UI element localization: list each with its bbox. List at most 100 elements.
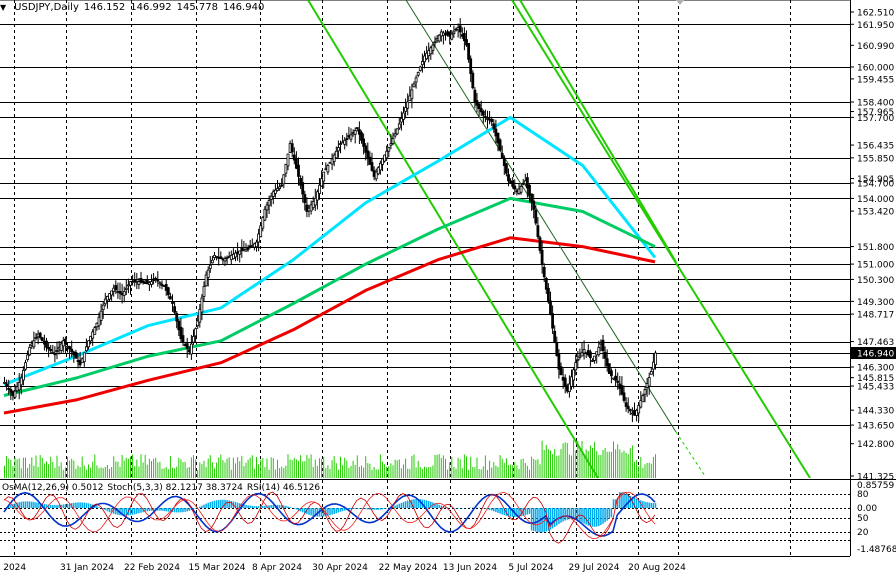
candle-body <box>370 162 374 171</box>
stoch-signal-line <box>3 491 656 544</box>
candle-body <box>154 277 158 280</box>
candle-body <box>500 152 504 159</box>
candle-body <box>223 258 227 262</box>
candle-body <box>645 383 649 388</box>
candle-body <box>534 209 538 224</box>
triangle-down-icon[interactable]: ▼ <box>0 3 7 12</box>
candle-body <box>99 310 103 321</box>
price-label: 155.850 <box>857 154 894 164</box>
candle-body <box>78 360 82 366</box>
candle-body <box>110 290 113 296</box>
scroll-marker-icon[interactable] <box>676 0 684 5</box>
candle-body <box>536 225 540 238</box>
price-label: 157.700 <box>857 114 894 124</box>
candle-body <box>160 283 164 286</box>
candle-body <box>334 150 338 159</box>
candle-body <box>171 301 174 304</box>
date-label: 20 Aug 2024 <box>628 563 686 573</box>
symbol-name: USDJPY,Daily <box>14 2 79 13</box>
candle-body <box>175 312 179 322</box>
candle-body <box>574 362 578 371</box>
candle-body <box>185 343 189 349</box>
candle-body <box>141 280 145 284</box>
candle-body <box>364 145 368 153</box>
channel-line <box>519 0 677 263</box>
candle-body <box>513 185 517 190</box>
candle-body <box>278 186 282 189</box>
price-label: 147.463 <box>857 338 894 348</box>
candle-body <box>469 58 473 74</box>
price-label: 160.000 <box>857 63 894 73</box>
open-price: 146.152 <box>83 2 126 13</box>
candle-body <box>292 154 296 161</box>
slow-ema-line <box>3 236 656 415</box>
trend-channels[interactable] <box>307 0 811 478</box>
candle-body <box>200 297 204 313</box>
candle-body <box>129 281 132 286</box>
candle-body <box>55 350 59 353</box>
candle-body <box>301 182 305 195</box>
candle-body <box>526 177 529 189</box>
candle-body <box>381 158 384 165</box>
candle-body <box>34 337 38 339</box>
candle-body <box>467 43 471 60</box>
candle-body <box>116 291 120 293</box>
candle-body <box>76 360 80 362</box>
candle-body <box>481 111 485 116</box>
candle-body <box>40 337 44 342</box>
candle-body <box>570 376 573 387</box>
candle-body <box>47 346 50 350</box>
candle-body <box>418 66 422 71</box>
candle-body <box>336 147 340 152</box>
candle-body <box>507 174 510 182</box>
candle-body <box>164 284 168 291</box>
candle-body <box>255 241 258 248</box>
candle-body <box>198 309 202 323</box>
candle-body <box>112 287 116 292</box>
candle-body <box>605 358 609 367</box>
candle-body <box>68 346 71 350</box>
candle-body <box>192 335 195 343</box>
candle-body <box>433 41 437 44</box>
candle-body <box>538 237 542 251</box>
candle-body <box>385 150 389 159</box>
candle-body <box>252 243 256 248</box>
indicator-panel <box>0 491 850 544</box>
indicator-axis-label: 0.85759 <box>857 481 894 491</box>
candle-body <box>158 282 162 285</box>
candle-body <box>393 133 397 137</box>
candle-body <box>21 369 25 381</box>
candle-body <box>652 361 655 370</box>
candle-body <box>215 256 219 258</box>
candle-body <box>120 292 124 296</box>
price-label: 157.965 <box>857 108 894 118</box>
date-label: 22 Feb 2024 <box>124 563 180 573</box>
candle-body <box>261 217 265 229</box>
candle-body <box>265 204 269 211</box>
candle-body <box>624 402 628 407</box>
candle-body <box>114 285 118 291</box>
candle-body <box>639 400 643 408</box>
close-price: 146.940 <box>222 2 265 13</box>
candle-body <box>217 257 221 259</box>
candle-body <box>610 370 613 377</box>
candle-body <box>374 171 378 180</box>
candle-body <box>635 409 638 416</box>
candle-body <box>66 345 69 348</box>
candle-body <box>5 383 8 387</box>
candle-body <box>17 381 21 391</box>
rsi-label: RSI(14) 46.5126 <box>246 483 321 493</box>
date-label: 9 Jan 2024 <box>0 563 26 573</box>
candle-body <box>397 123 401 129</box>
candle-body <box>429 47 433 55</box>
candle-body <box>290 143 294 153</box>
candle-body <box>641 395 645 403</box>
candle-body <box>339 143 342 146</box>
price-label: 153.420 <box>857 208 894 218</box>
candle-body <box>551 313 554 329</box>
candle-body <box>318 184 321 194</box>
candle-body <box>498 139 502 151</box>
candle-body <box>477 103 481 109</box>
candle-body <box>196 320 200 327</box>
